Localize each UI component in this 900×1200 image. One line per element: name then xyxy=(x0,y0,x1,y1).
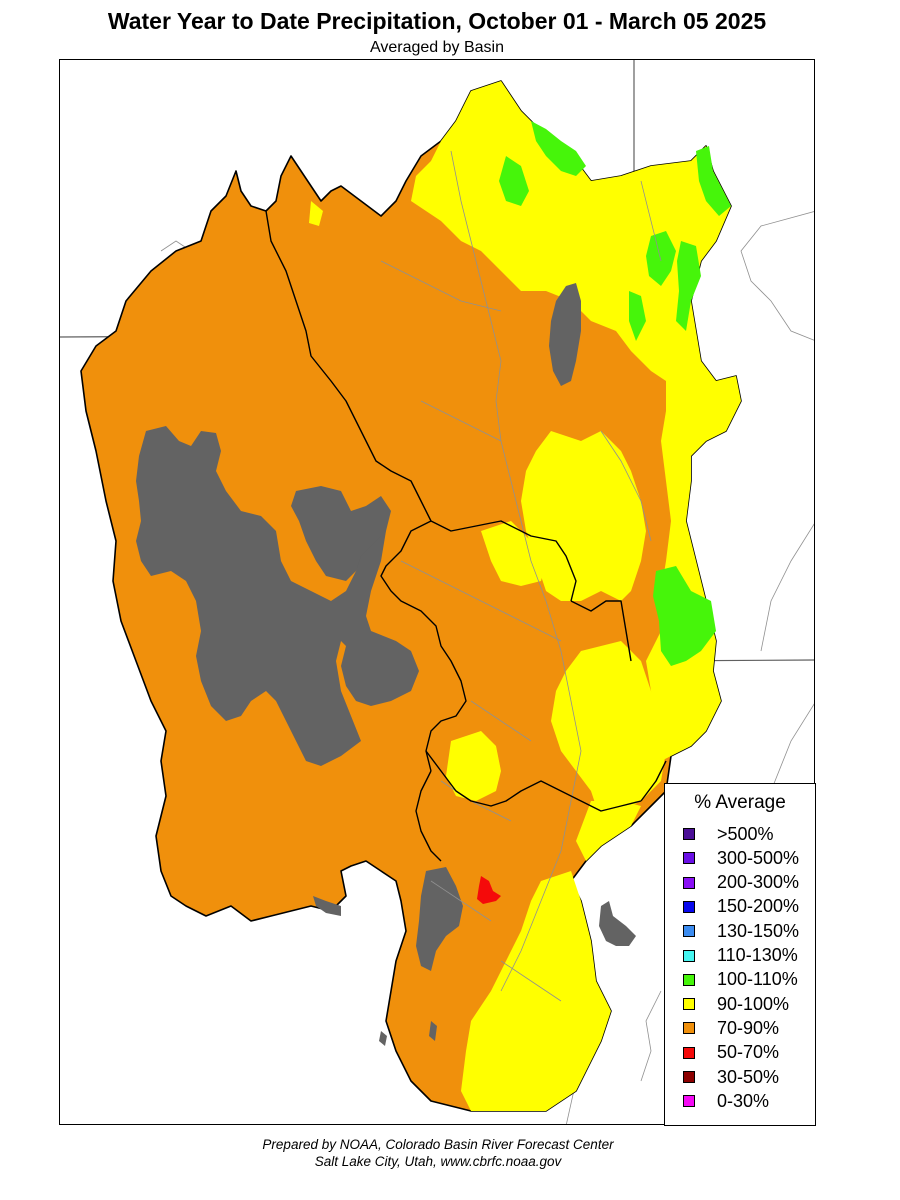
legend-label: 110-130% xyxy=(717,945,798,965)
legend-label: 0-30% xyxy=(717,1090,770,1111)
legend-swatch xyxy=(683,1071,695,1083)
legend-label: 50-70% xyxy=(717,1042,780,1063)
legend-label: 150-200% xyxy=(717,896,800,917)
map-footer: Prepared by NOAA, Colorado Basin River F… xyxy=(0,1136,876,1170)
legend-label: >500% xyxy=(717,823,774,844)
legend-swatch xyxy=(683,900,695,913)
basin-50-70-region xyxy=(477,876,501,904)
legend-label: 300-500% xyxy=(717,847,800,868)
legend-swatch xyxy=(683,876,695,889)
precipitation-map xyxy=(59,59,815,1125)
legend-label: 90-100% xyxy=(717,993,790,1014)
legend-item: 100-110% xyxy=(683,969,798,990)
sub-basin-boundaries xyxy=(265,210,667,862)
legend-item: 300-500% xyxy=(683,848,799,868)
legend-item: 70-90% xyxy=(683,1018,779,1038)
legend-swatch xyxy=(683,1046,695,1059)
legend-item: 200-300% xyxy=(683,872,800,893)
legend-title: % Average xyxy=(694,792,786,813)
map-legend: % Average >500% 300-500% 200-300% 150-200% 1… xyxy=(664,783,816,1126)
legend-swatch xyxy=(683,998,695,1011)
legend-label: 130-150% xyxy=(717,920,800,941)
map-canvas xyxy=(60,60,814,1124)
legend-swatch xyxy=(683,1022,695,1035)
legend-item: 90-100% xyxy=(683,994,789,1014)
footer-location: Salt Lake City, Utah, www.cbrfc.noaa.gov xyxy=(314,1154,562,1169)
map-title: Water Year to Date Precipitation, Octobe… xyxy=(107,8,767,34)
legend-item: >500% xyxy=(683,824,774,844)
legend-item: 30-50% xyxy=(683,1067,779,1087)
basin-100-110-regions xyxy=(499,121,731,666)
footer-credit: Prepared by NOAA, Colorado Basin River F… xyxy=(262,1137,614,1152)
legend-swatch xyxy=(683,852,695,865)
legend-label: 200-300% xyxy=(717,872,800,893)
legend-item: 0-30% xyxy=(683,1091,769,1111)
legend-swatch xyxy=(683,828,695,840)
legend-swatch xyxy=(683,1095,695,1108)
legend-label: 100-110% xyxy=(717,969,798,990)
legend-item: 110-130% xyxy=(683,945,798,966)
legend-item: 150-200% xyxy=(683,896,800,917)
rivers xyxy=(380,150,662,1002)
legend-swatch xyxy=(683,949,695,962)
map-subtitle: Averaged by Basin xyxy=(369,39,504,56)
lakes xyxy=(136,283,636,1046)
legend-item: 130-150% xyxy=(683,921,799,941)
legend-swatch xyxy=(683,973,695,986)
legend-label: 30-50% xyxy=(717,1066,780,1087)
legend-item: 50-70% xyxy=(683,1042,780,1063)
legend-label: 70-90% xyxy=(717,1017,780,1038)
legend-swatch xyxy=(683,925,695,938)
